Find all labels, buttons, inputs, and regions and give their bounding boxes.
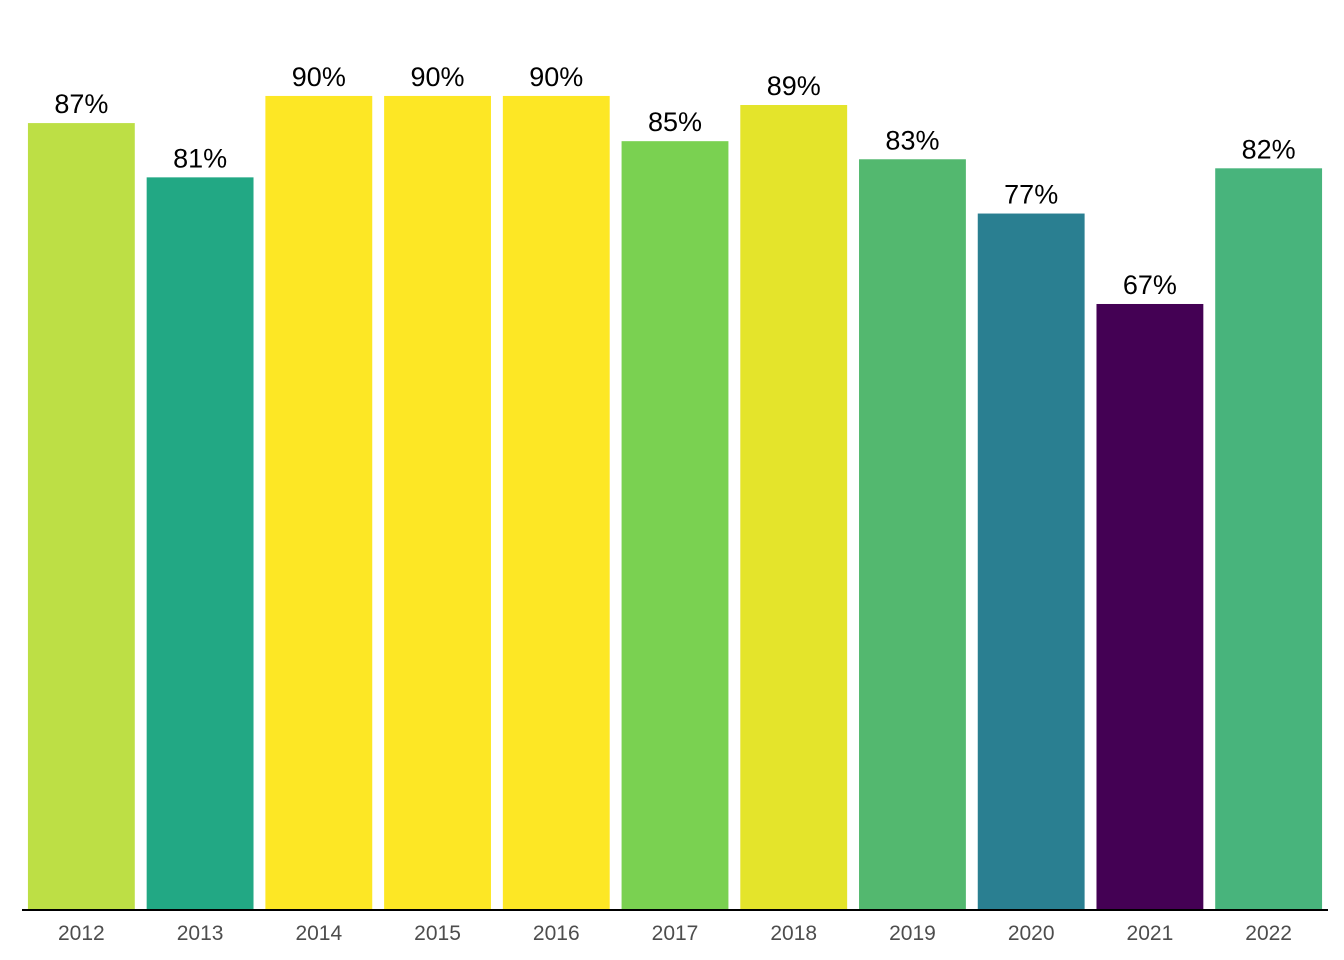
value-label-2017: 85% xyxy=(648,107,702,137)
bars-group xyxy=(27,95,1323,911)
x-tick-label-2012: 2012 xyxy=(58,922,105,945)
value-label-2022: 82% xyxy=(1242,134,1296,164)
bar-2014 xyxy=(265,95,373,910)
x-tick-label-2022: 2022 xyxy=(1245,922,1292,945)
x-tick-label-2016: 2016 xyxy=(533,922,580,945)
value-label-2014: 90% xyxy=(292,62,346,92)
bar-2021 xyxy=(1096,303,1204,910)
value-label-2012: 87% xyxy=(54,89,108,119)
value-label-2016: 90% xyxy=(529,62,583,92)
value-labels-group: 87% 81% 90% 90% 90% 85% 89% 83% 77% 67% 82% xyxy=(54,62,1295,300)
bar-2020 xyxy=(977,213,1085,910)
value-label-2018: 89% xyxy=(767,71,821,101)
value-label-2015: 90% xyxy=(411,62,465,92)
x-tick-label-2018: 2018 xyxy=(770,922,817,945)
value-label-2021: 67% xyxy=(1123,270,1177,300)
x-tick-labels-group: 2012 2013 2014 2015 2016 2017 2018 2019 2020 2021… xyxy=(58,922,1292,945)
x-tick-label-2021: 2021 xyxy=(1127,922,1174,945)
value-label-2019: 83% xyxy=(885,125,939,155)
bar-2013 xyxy=(146,177,254,911)
bar-2019 xyxy=(859,159,966,910)
x-tick-label-2020: 2020 xyxy=(1008,922,1055,945)
value-label-2020: 77% xyxy=(1004,180,1058,210)
bar-2018 xyxy=(740,104,848,911)
bar-2017 xyxy=(621,141,729,911)
x-tick-label-2015: 2015 xyxy=(414,922,461,945)
bar-2022 xyxy=(1215,168,1323,910)
bar-2015 xyxy=(384,95,491,910)
x-tick-label-2019: 2019 xyxy=(889,922,936,945)
bar-2012 xyxy=(27,123,135,910)
x-tick-label-2014: 2014 xyxy=(295,922,342,945)
x-tick-label-2017: 2017 xyxy=(652,922,699,945)
bar-2016 xyxy=(502,95,610,910)
x-tick-label-2013: 2013 xyxy=(177,922,224,945)
value-label-2013: 81% xyxy=(173,143,227,173)
